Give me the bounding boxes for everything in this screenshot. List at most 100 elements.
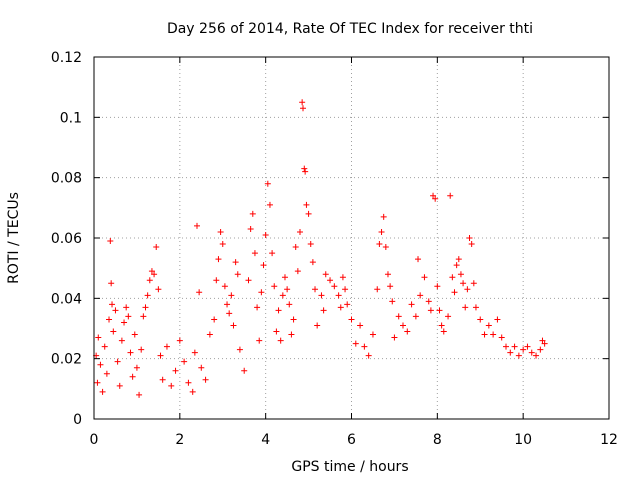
data-point	[264, 180, 271, 187]
data-point	[466, 235, 473, 241]
data-point	[337, 304, 344, 311]
data-point	[374, 286, 381, 293]
data-point	[417, 292, 424, 299]
x-axis-title: GPS time / hours	[291, 459, 408, 475]
data-point	[524, 343, 531, 350]
data-point	[251, 250, 258, 257]
data-point	[511, 343, 518, 350]
data-point	[464, 286, 471, 293]
data-point	[455, 256, 462, 263]
data-point	[94, 379, 101, 386]
data-point	[241, 367, 248, 374]
data-point	[490, 331, 497, 338]
data-point	[335, 292, 342, 299]
data-point	[286, 301, 293, 308]
data-point	[157, 352, 164, 359]
data-point	[445, 313, 452, 320]
data-point	[427, 307, 434, 314]
data-point	[213, 277, 220, 284]
data-point	[234, 271, 241, 278]
data-point	[449, 274, 456, 281]
data-point	[236, 346, 243, 353]
data-point	[312, 286, 319, 293]
data-point	[269, 250, 276, 257]
data-point	[412, 313, 419, 320]
data-point	[378, 228, 385, 235]
data-point	[382, 244, 389, 251]
x-tick-label: 10	[514, 432, 532, 448]
data-point	[215, 256, 222, 263]
data-point	[430, 192, 437, 199]
data-point	[481, 331, 488, 338]
data-point	[384, 271, 391, 278]
data-point	[440, 328, 447, 335]
data-point	[275, 307, 282, 314]
data-point	[219, 241, 226, 248]
data-point	[434, 283, 441, 290]
data-point	[387, 283, 394, 290]
data-point	[290, 316, 297, 323]
data-point	[224, 301, 231, 308]
data-point	[191, 349, 198, 356]
data-point	[533, 352, 540, 359]
data-point	[106, 316, 113, 323]
data-point	[103, 370, 110, 377]
data-point	[159, 376, 166, 383]
data-point	[271, 283, 278, 290]
x-tick-label: 8	[433, 432, 442, 448]
data-point	[136, 391, 143, 398]
data-point	[202, 376, 209, 383]
data-point	[281, 274, 288, 281]
data-point	[198, 364, 205, 371]
data-point	[288, 331, 295, 338]
data-point	[266, 201, 273, 208]
data-point	[196, 289, 203, 296]
data-point	[258, 289, 265, 296]
data-point	[194, 222, 200, 229]
y-tick-label: 0.12	[51, 50, 82, 66]
data-point	[468, 241, 475, 248]
y-tick-label: 0.1	[60, 110, 82, 126]
data-point	[153, 244, 160, 251]
data-point	[230, 322, 237, 329]
data-point	[348, 316, 355, 323]
data-point	[344, 301, 351, 308]
data-point	[498, 334, 505, 341]
data-point	[232, 259, 239, 266]
x-axis-ticks: 0 2 4 6 8 10 12	[90, 57, 618, 448]
data-point	[146, 277, 153, 284]
data-point	[118, 337, 125, 344]
data-point	[537, 346, 544, 353]
data-point	[453, 262, 460, 269]
data-point	[129, 373, 136, 380]
data-point	[395, 313, 402, 320]
data-point	[176, 337, 183, 344]
data-point	[133, 364, 140, 371]
data-point	[503, 343, 509, 350]
data-point	[300, 105, 307, 112]
y-tick-label: 0	[73, 412, 82, 428]
data-point	[127, 349, 134, 356]
data-point	[309, 259, 316, 266]
data-point	[436, 307, 443, 314]
data-points	[93, 99, 548, 398]
data-point	[339, 274, 346, 281]
data-point	[254, 304, 261, 311]
data-point	[297, 228, 303, 235]
data-point	[425, 298, 432, 305]
data-point	[447, 192, 454, 199]
y-tick-label: 0.08	[51, 171, 82, 187]
data-point	[494, 316, 501, 323]
x-tick-label: 4	[261, 432, 270, 448]
data-point	[342, 286, 349, 293]
data-point	[520, 346, 527, 353]
y-axis-title: ROTI / TECUs	[6, 192, 22, 284]
data-point	[226, 310, 233, 317]
grid	[94, 57, 609, 419]
data-point	[376, 241, 383, 248]
data-point	[217, 228, 224, 235]
data-point	[262, 231, 269, 238]
data-point	[108, 280, 115, 287]
data-point	[305, 210, 312, 217]
